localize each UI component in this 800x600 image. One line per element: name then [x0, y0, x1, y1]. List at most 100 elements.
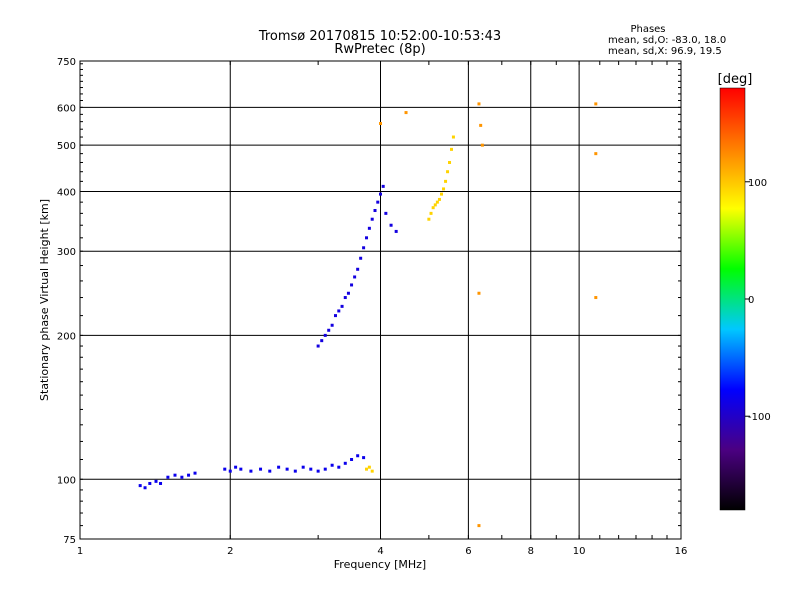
data-point: [187, 473, 191, 477]
axis-ticks: 1 2 4 6 8 10 16 75 100 200 300 400 500 600 750: [57, 57, 687, 557]
data-point: [384, 211, 388, 215]
data-point: [404, 111, 408, 115]
colorbar-label: [deg]: [718, 72, 753, 87]
colorbar-tick-label: 100: [748, 178, 767, 189]
colorbar-tick-label: -100: [748, 412, 771, 423]
y-tick-label: 750: [57, 57, 76, 68]
data-point: [448, 160, 452, 164]
phases-o-stats: mean, sd,O: -83.0, 18.0: [608, 35, 726, 46]
phases-title: Phases: [630, 24, 665, 35]
data-point: [477, 291, 481, 295]
data-point: [379, 192, 382, 196]
data-point: [180, 475, 184, 479]
x-tick-label: 8: [528, 546, 534, 557]
data-point: [293, 469, 297, 473]
data-point: [381, 184, 385, 188]
data-point: [479, 123, 483, 127]
y-tick-label: 400: [57, 187, 76, 198]
data-point: [343, 461, 347, 465]
data-point: [323, 467, 327, 471]
data-point: [433, 203, 437, 207]
data-point: [594, 102, 598, 106]
data-point: [480, 143, 484, 147]
y-tick-label: 200: [57, 331, 76, 342]
x-tick-label: 10: [573, 546, 586, 557]
data-point: [228, 469, 232, 473]
data-point: [367, 465, 371, 469]
data-point: [343, 296, 347, 300]
x-tick-label: 6: [465, 546, 471, 557]
data-point: [320, 339, 324, 343]
data-point: [330, 463, 334, 467]
data-point: [173, 473, 177, 477]
data-point: [337, 465, 341, 469]
data-point: [138, 484, 142, 488]
data-point: [451, 135, 455, 139]
x-tick-label: 1: [77, 546, 83, 557]
data-point: [365, 467, 369, 471]
data-point: [389, 223, 393, 227]
x-tick-label: 16: [675, 546, 688, 557]
data-point: [350, 457, 354, 461]
data-point: [435, 200, 439, 204]
y-tick-label: 75: [63, 535, 76, 546]
data-point: [446, 170, 450, 174]
data-point: [367, 226, 371, 230]
data-point: [477, 524, 481, 528]
data-point: [427, 217, 431, 221]
data-point: [379, 122, 382, 126]
data-point: [301, 465, 305, 469]
data-point: [154, 479, 158, 483]
data-point: [148, 481, 152, 485]
x-axis-label: Frequency [MHz]: [334, 558, 426, 571]
data-point: [285, 467, 289, 471]
data-point: [259, 467, 263, 471]
data-point: [268, 469, 272, 473]
data-point: [223, 467, 227, 471]
colorbar-tick-label: 0: [748, 295, 754, 306]
data-point: [356, 454, 360, 458]
data-point: [449, 147, 453, 151]
data-point: [370, 217, 374, 221]
data-points: [138, 102, 598, 528]
data-point: [277, 465, 281, 469]
data-point: [249, 469, 253, 473]
data-point: [323, 333, 327, 337]
data-point: [431, 206, 435, 210]
phases-x-stats: mean, sd,X: 96.9, 19.5: [608, 46, 722, 57]
grid-lines: [80, 61, 681, 539]
data-point: [316, 344, 320, 348]
data-point: [309, 467, 313, 471]
data-point: [340, 304, 344, 308]
data-point: [359, 256, 363, 260]
colorbar-ticks: 100 0 -100: [745, 178, 771, 423]
data-point: [444, 179, 448, 183]
y-tick-label: 600: [57, 103, 76, 114]
y-axis-label: Stationary phase Virtual Height [km]: [38, 199, 51, 401]
data-point: [442, 187, 446, 191]
data-point: [143, 486, 147, 490]
y-tick-label: 100: [57, 475, 76, 486]
data-point: [239, 467, 243, 471]
data-point: [477, 102, 481, 106]
data-point: [362, 456, 366, 460]
data-point: [594, 152, 598, 156]
data-point: [376, 200, 380, 204]
data-point: [429, 211, 433, 215]
data-point: [440, 192, 444, 196]
data-point: [370, 469, 374, 473]
data-point: [330, 323, 334, 327]
x-tick-label: 4: [377, 546, 383, 557]
data-point: [594, 296, 598, 300]
data-point: [327, 328, 331, 332]
data-point: [346, 291, 350, 295]
data-point: [337, 309, 341, 313]
data-point: [234, 465, 238, 469]
chart-title-line1: Tromsø 20170815 10:52:00-10:53:43: [258, 29, 501, 44]
data-point: [350, 283, 354, 287]
data-point: [166, 475, 170, 479]
data-point: [373, 209, 377, 213]
data-point: [394, 229, 398, 233]
chart-title-line2: RwPretec (8p): [334, 42, 425, 57]
